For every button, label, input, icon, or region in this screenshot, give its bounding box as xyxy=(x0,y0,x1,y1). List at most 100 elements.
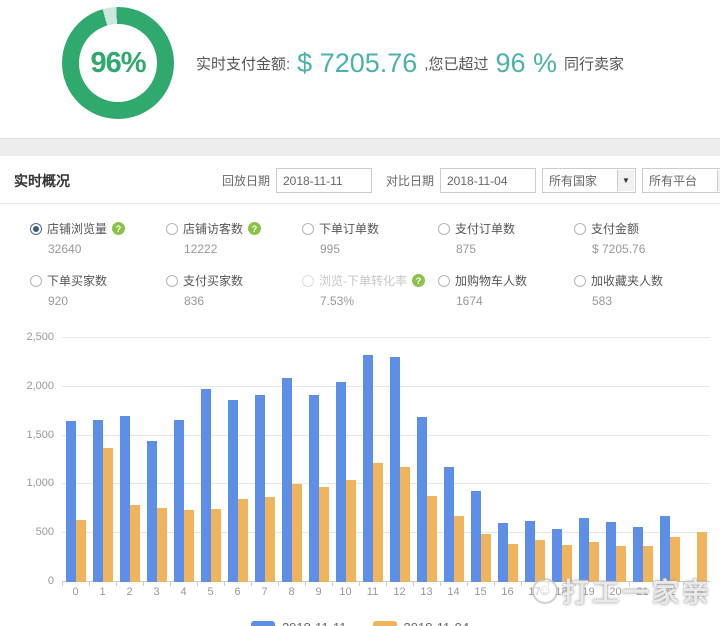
summary-middle: ,您已超过 xyxy=(424,55,489,73)
metric-radio[interactable] xyxy=(166,222,178,235)
y-axis-tick-label: 1,500 xyxy=(26,428,54,441)
help-icon[interactable]: ? xyxy=(412,274,425,287)
x-axis-tick-label: 0 xyxy=(62,582,89,598)
metric-radio[interactable] xyxy=(438,274,450,287)
bar xyxy=(264,496,275,582)
gridline: 500 xyxy=(36,526,710,538)
legend-label: 2018-11-04 xyxy=(404,620,470,626)
x-axis-tick-label: 20 xyxy=(602,582,629,598)
metric-label: 下单买家数 xyxy=(47,274,108,288)
summary-prefix: 实时支付金额: xyxy=(196,55,291,73)
legend-item[interactable]: 2018-11-04 xyxy=(372,620,470,626)
replay-date-input[interactable] xyxy=(275,168,372,193)
metric-label: 加收藏夹人数 xyxy=(591,274,664,288)
bar xyxy=(399,466,410,582)
metric-label: 支付订单数 xyxy=(455,222,516,236)
x-axis-tick-label: 6 xyxy=(224,582,251,598)
chevron-down-icon[interactable]: ▼ xyxy=(717,170,720,191)
platform-select-value: 所有平台 xyxy=(649,174,698,188)
compare-date-input[interactable] xyxy=(440,168,536,193)
donut-percent-label: 96% xyxy=(90,46,146,79)
bar-group xyxy=(197,338,224,582)
donut-hole: 96% xyxy=(79,24,157,102)
bar xyxy=(183,510,194,582)
metric-radio[interactable] xyxy=(30,274,42,287)
metric-label: 浏览-下单转化率 xyxy=(319,274,407,288)
bar-series-container xyxy=(62,338,710,582)
metric-label: 支付金额 xyxy=(591,222,640,236)
chart-x-axis: 0 1 2 3 4 5 6 7 8 9 10 11 12 13 14 15 16 17 18 19 20 21 22 23 xyxy=(62,582,710,598)
metric-value: 12222 xyxy=(184,242,218,256)
bar xyxy=(291,484,302,582)
peer-percent: 96 % xyxy=(495,47,558,78)
bar xyxy=(345,479,356,582)
metric-radio[interactable] xyxy=(438,222,450,235)
help-icon[interactable]: ? xyxy=(112,222,126,235)
bar xyxy=(615,545,626,582)
bar xyxy=(470,491,481,582)
gridline: 1,500 xyxy=(26,429,710,441)
compare-date-label: 对比日期 xyxy=(385,174,434,188)
bar xyxy=(308,394,319,582)
bar-group xyxy=(332,338,359,582)
bar xyxy=(318,486,329,582)
metric-radio[interactable] xyxy=(574,222,586,235)
bar xyxy=(588,541,599,582)
bar-group xyxy=(251,338,278,582)
bar-group xyxy=(548,338,575,582)
x-axis-tick-label: 10 xyxy=(332,582,359,598)
bar xyxy=(362,354,373,582)
x-axis-tick-label: 3 xyxy=(143,582,170,598)
legend-item[interactable]: 2018-11-11 xyxy=(250,620,347,626)
metric-item: 店铺浏览量? 32640 xyxy=(30,220,166,256)
bar xyxy=(642,545,653,582)
bar xyxy=(443,466,454,582)
x-axis-tick-label: 11 xyxy=(359,582,386,598)
bar xyxy=(173,419,184,582)
metric-value: 836 xyxy=(184,294,205,308)
platform-select[interactable]: 所有平台 ▼ xyxy=(642,168,720,193)
bar xyxy=(389,356,400,582)
metric-value: 32640 xyxy=(48,242,82,256)
section-divider-band xyxy=(0,138,720,156)
bar xyxy=(335,381,346,582)
metric-radio[interactable] xyxy=(302,222,314,235)
x-axis-tick-label: 15 xyxy=(467,582,494,598)
bar xyxy=(156,508,167,582)
section-title: 实时概况 xyxy=(14,172,70,189)
bar xyxy=(578,518,589,582)
metric-item: 支付买家数 836 xyxy=(166,272,302,308)
bar xyxy=(453,516,464,582)
help-icon[interactable]: ? xyxy=(248,222,262,235)
bar xyxy=(524,521,535,582)
bar-group xyxy=(521,338,548,582)
metric-radio[interactable] xyxy=(30,222,42,235)
x-axis-tick-label: 4 xyxy=(170,582,197,598)
x-axis-tick-label: 19 xyxy=(575,582,602,598)
bar xyxy=(426,495,437,582)
bar-group xyxy=(359,338,386,582)
bar-group xyxy=(575,338,602,582)
bar xyxy=(92,419,103,582)
metric-value: 583 xyxy=(592,294,613,308)
payment-summary-card: 96% 实时支付金额: $ 7205.76 ,您已超过 96 % 同行卖家 xyxy=(0,0,720,138)
bar-group xyxy=(89,338,116,582)
bar-group xyxy=(386,338,413,582)
gridline: 0 xyxy=(48,575,710,587)
metric-item: 下单订单数 995 xyxy=(302,220,438,256)
metric-item: 支付金额 $ 7205.76 xyxy=(574,220,710,256)
y-axis-tick-label: 500 xyxy=(35,526,54,539)
metric-value: $ 7205.76 xyxy=(592,242,646,256)
bar xyxy=(102,448,113,582)
chevron-down-icon[interactable]: ▼ xyxy=(617,170,634,191)
country-select[interactable]: 所有国家 ▼ xyxy=(542,168,636,193)
bar xyxy=(416,417,427,582)
bar xyxy=(605,521,616,582)
metric-item: 下单买家数 920 xyxy=(30,272,166,308)
bar xyxy=(281,378,292,582)
x-axis-tick-label: 9 xyxy=(305,582,332,598)
realtime-overview-card: 实时概况 回放日期 对比日期 所有国家 ▼ 所有平台 ▼ 店铺浏览量?32640… xyxy=(0,156,720,626)
metric-radio[interactable] xyxy=(166,274,178,287)
metric-radio[interactable] xyxy=(574,274,586,287)
bar-group xyxy=(656,338,683,582)
